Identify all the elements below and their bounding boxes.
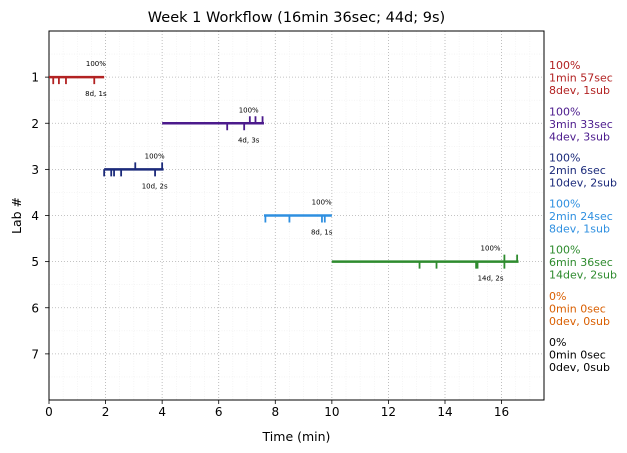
lab-2-side-line-3: 4dev, 3sub — [549, 130, 610, 143]
y-axis-label: Lab # — [9, 197, 24, 234]
lab-5-side-line-3: 14dev, 2sub — [549, 269, 617, 282]
x-tick-label: 8 — [271, 405, 279, 419]
grid — [48, 31, 544, 400]
lab-6-side-line-3: 0dev, 0sub — [549, 315, 610, 328]
lab-5-percent-label: 100% — [481, 245, 501, 253]
lab-3-percent-label: 100% — [145, 152, 165, 160]
lab-1-side-line-3: 8dev, 1sub — [549, 84, 610, 97]
chart-title: Week 1 Workflow (16min 36sec; 44d; 9s) — [148, 10, 445, 26]
x-tick-label: 14 — [437, 405, 452, 419]
lab-4-percent-label: 100% — [312, 199, 332, 207]
lab-7-side-line-1: 0% — [549, 336, 566, 349]
lab-3-counts-label: 10d, 2s — [142, 182, 168, 190]
x-tick-label: 2 — [102, 405, 110, 419]
lab-4-side-line-2: 2min 24sec — [549, 210, 613, 223]
lab-7-side-line-2: 0min 0sec — [549, 348, 606, 361]
lab-5-counts-label: 14d, 2s — [478, 275, 504, 283]
x-tick-label: 16 — [494, 405, 509, 419]
x-tick-label: 4 — [158, 405, 166, 419]
lab-2-side-line-2: 3min 33sec — [549, 118, 613, 131]
x-tick-label: 6 — [215, 405, 223, 419]
lab-3-side-line-3: 10dev, 2sub — [549, 176, 617, 189]
x-tick-label: 12 — [381, 405, 396, 419]
lab-6-side-line-1: 0% — [549, 290, 566, 303]
y-tick-label: 5 — [31, 255, 39, 269]
lab-6-side-line-2: 0min 0sec — [549, 302, 606, 315]
y-tick-label: 3 — [31, 163, 39, 177]
lab-4-side-line-1: 100% — [549, 198, 580, 211]
lab-5-side-line-1: 100% — [549, 244, 580, 257]
lab-4-counts-label: 8d, 1s — [311, 229, 333, 237]
lab-3-side-line-2: 2min 6sec — [549, 164, 606, 177]
lab-1-percent-label: 100% — [86, 60, 106, 68]
x-axis-label: Time (min) — [262, 429, 331, 444]
lab-2-percent-label: 100% — [239, 106, 259, 114]
x-tick-label: 0 — [45, 405, 53, 419]
y-tick-label: 7 — [31, 347, 39, 361]
y-tick-label: 4 — [31, 209, 39, 223]
lab-1-counts-label: 8d, 1s — [85, 90, 107, 98]
lab-2-side-line-1: 100% — [549, 105, 580, 118]
lab-7-side-line-3: 0dev, 0sub — [549, 361, 610, 374]
lab-5-side-line-2: 6min 36sec — [549, 256, 613, 269]
y-tick-label: 6 — [31, 301, 39, 315]
lab-4-side-line-3: 8dev, 1sub — [549, 223, 610, 236]
y-tick-label: 1 — [31, 71, 39, 85]
lab-3-side-line-1: 100% — [549, 151, 580, 164]
x-tick-label: 10 — [324, 405, 339, 419]
y-tick-label: 2 — [31, 117, 39, 131]
lab-1-side-line-2: 1min 57sec — [549, 72, 613, 85]
lab-2-counts-label: 4d, 3s — [238, 136, 260, 144]
lab-1-side-line-1: 100% — [549, 59, 580, 72]
